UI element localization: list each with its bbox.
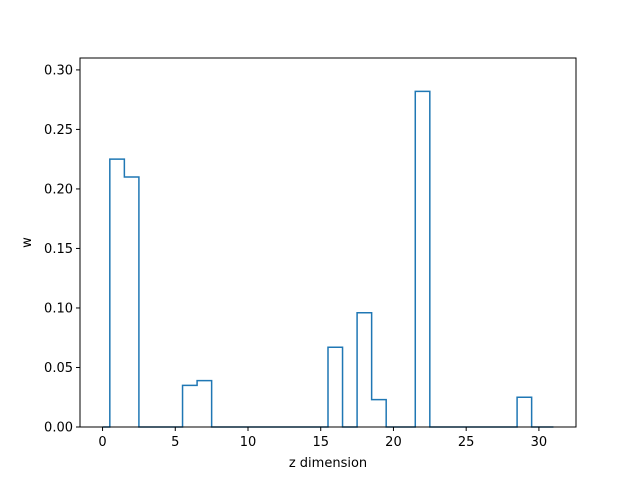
- x-axis-ticks: 0 5 10 15 20 25 30: [98, 427, 547, 450]
- bar-bin-1: [110, 159, 125, 427]
- plot-area: [102, 90, 554, 428]
- y-axis-label: w: [20, 237, 35, 248]
- x-tick-label: 10: [240, 435, 257, 450]
- bar-bin-2: [124, 177, 139, 427]
- bar-bin-16: [328, 347, 343, 427]
- x-axis-label: z dimension: [289, 456, 367, 471]
- x-tick-label: 15: [312, 435, 329, 450]
- x-tick-label: 30: [531, 435, 548, 450]
- y-tick-label: 0.25: [44, 123, 73, 138]
- x-tick-label: 5: [171, 435, 179, 450]
- bar-bin-6: [183, 385, 198, 427]
- plot-frame: [79, 57, 577, 428]
- y-tick-label: 0.20: [44, 182, 73, 197]
- y-tick-label: 0.30: [44, 63, 73, 78]
- x-tick-label: 25: [458, 435, 475, 450]
- y-axis-ticks: 0.00 0.05 0.10 0.15 0.20 0.25 0.30: [44, 63, 80, 436]
- y-tick-label: 0.10: [44, 301, 73, 316]
- y-tick-label: 0.00: [44, 421, 73, 436]
- histogram-step-line: [102, 90, 554, 428]
- bar-bin-7: [197, 381, 212, 427]
- bar-bin-22: [415, 91, 430, 427]
- x-tick-label: 0: [98, 435, 106, 450]
- y-tick-label: 0.05: [44, 361, 73, 376]
- y-tick-label: 0.15: [44, 242, 73, 257]
- bar-bin-29: [517, 397, 532, 427]
- x-tick-label: 20: [385, 435, 402, 450]
- bar-bin-18: [357, 313, 372, 427]
- bar-bin-19: [372, 400, 387, 427]
